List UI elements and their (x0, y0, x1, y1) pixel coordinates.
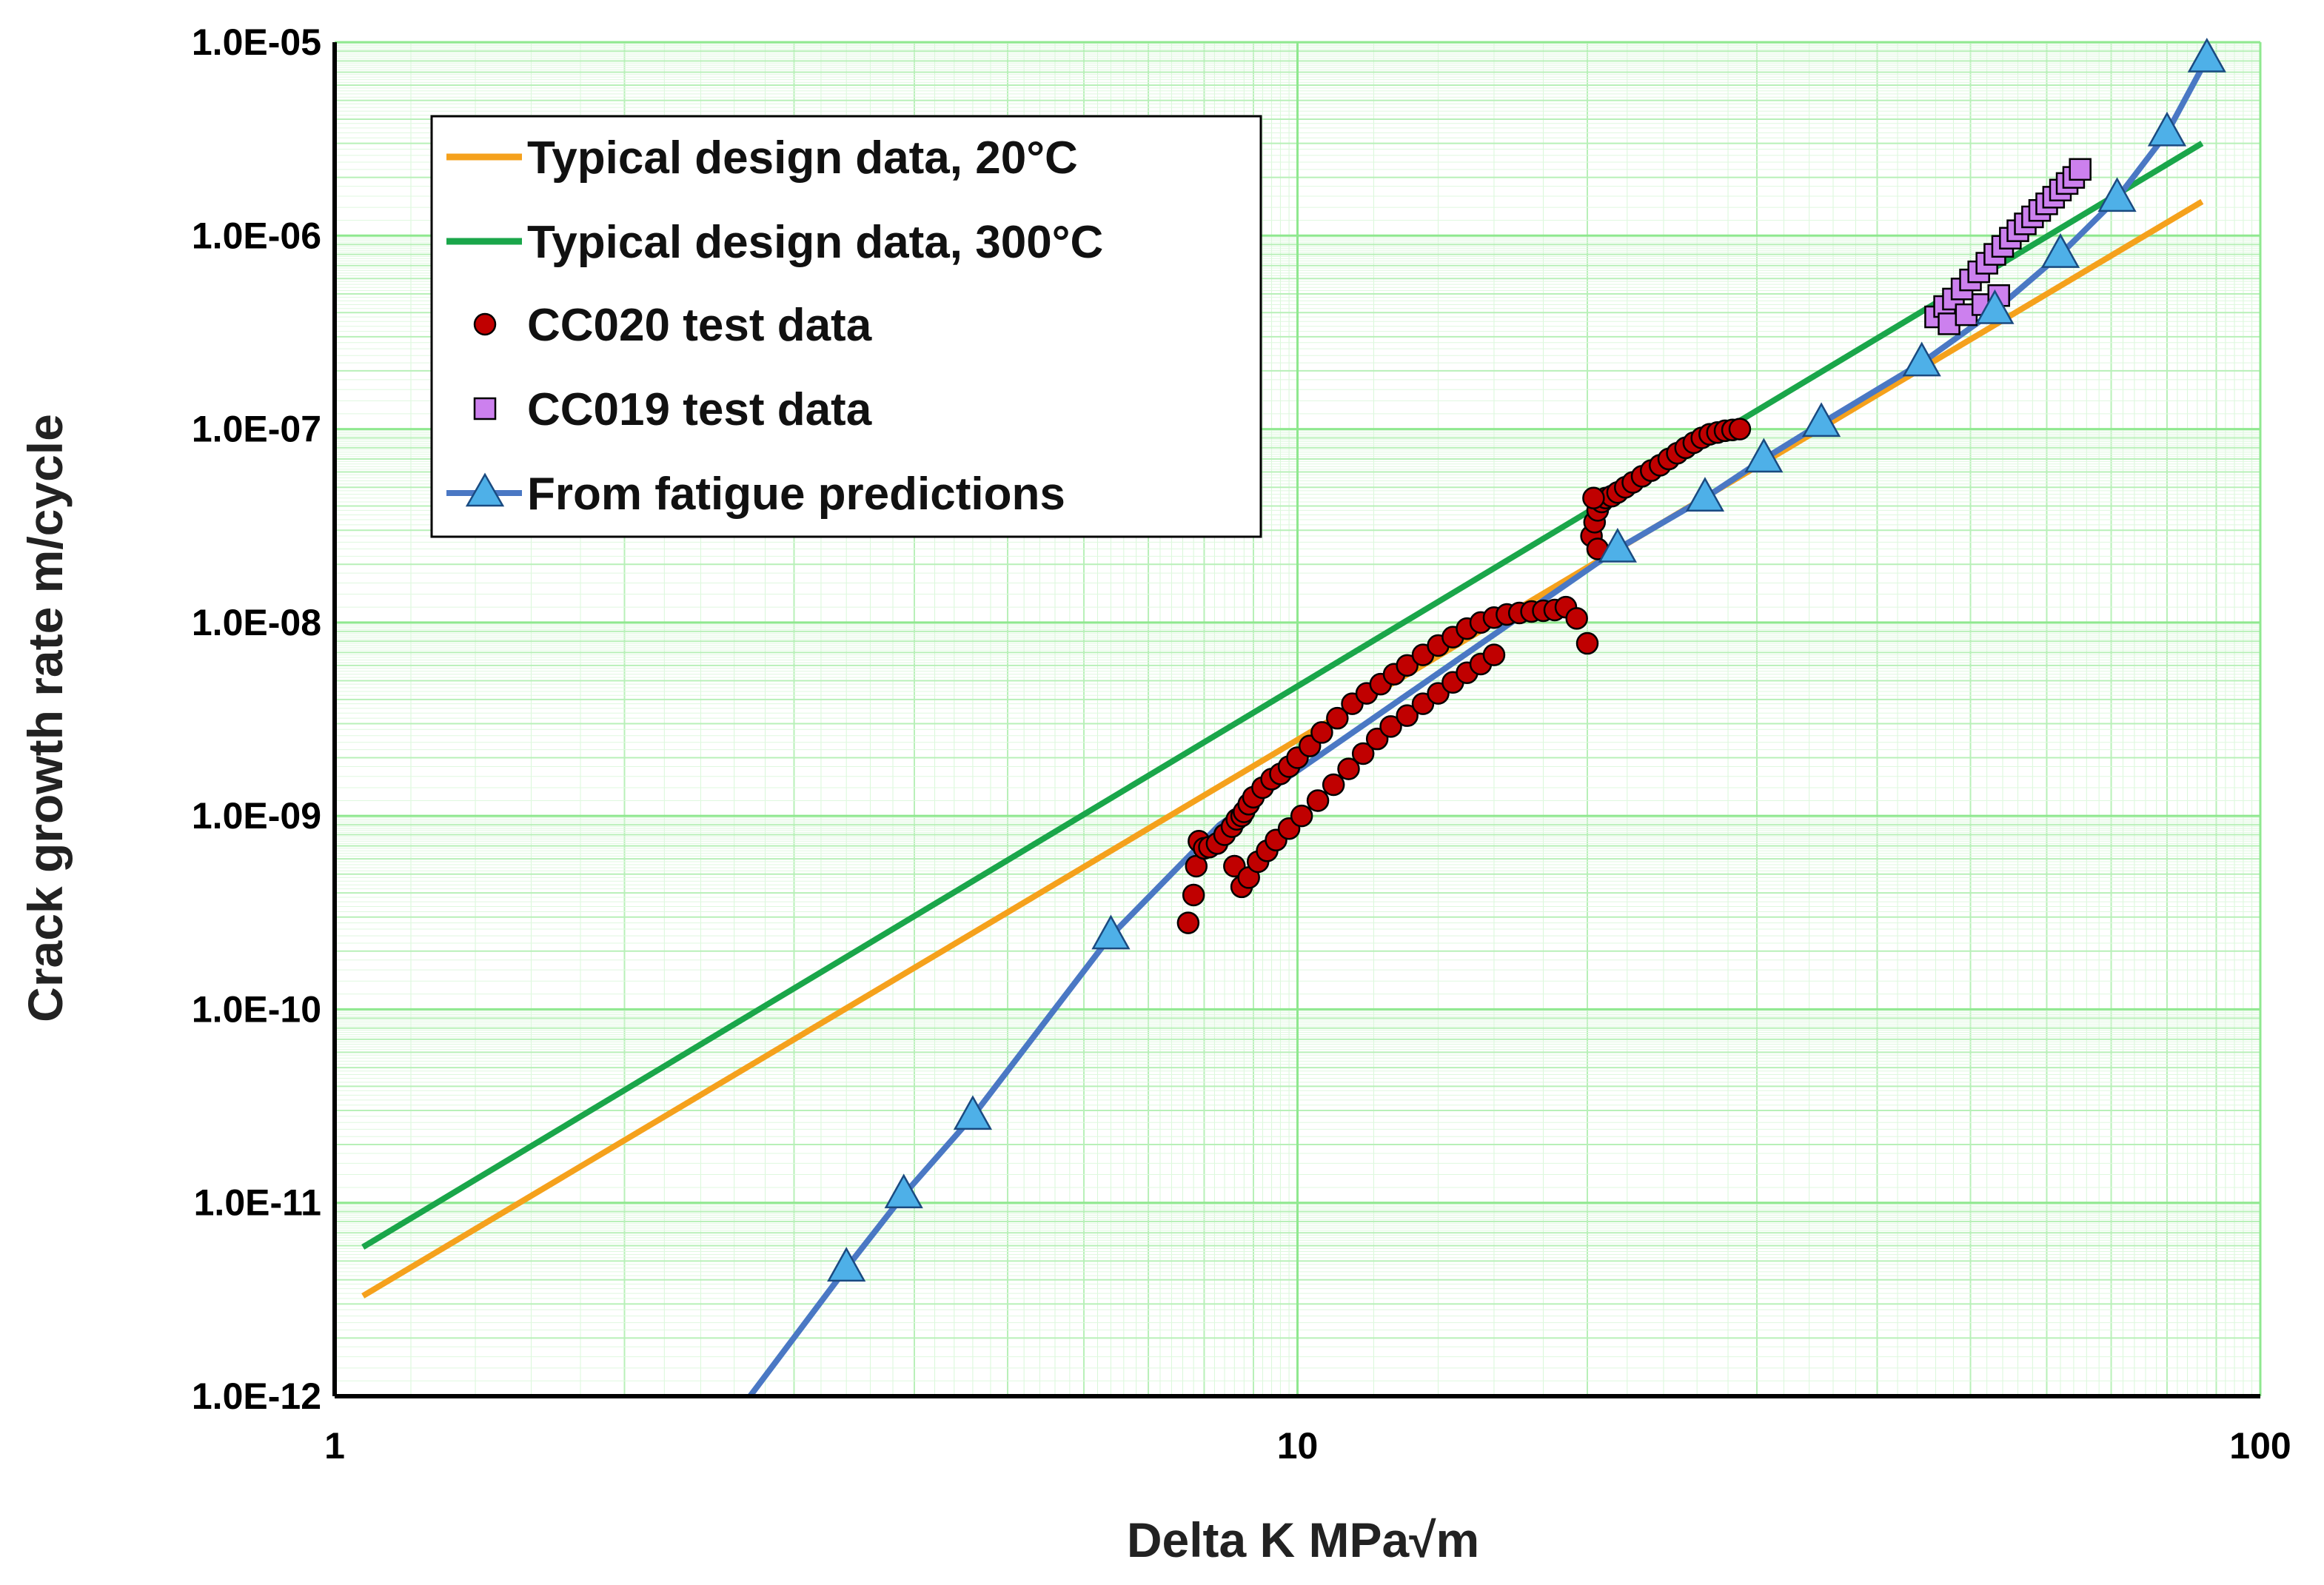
legend-label-design-20c: Typical design data, 20°C (527, 133, 1078, 184)
y-tick-label: 1.0E-07 (192, 409, 321, 450)
y-tick-label: 1.0E-10 (192, 988, 321, 1030)
cc020-point (1306, 789, 1330, 812)
fatigue-prediction-point (1091, 914, 1131, 950)
series-line-design-20c (361, 198, 2204, 1299)
fatigue-prediction-point (827, 1247, 866, 1282)
cc020-point (1351, 742, 1375, 765)
cc020-point (1290, 804, 1313, 828)
legend-marker-cc020 (473, 312, 497, 336)
legend-item-cc019: CC019 test data (473, 384, 872, 435)
cc020-point (1176, 911, 1200, 934)
x-tick-label: 10 (1277, 1425, 1319, 1467)
y-tick-label: 1.0E-11 (194, 1182, 321, 1224)
x-tick-label: 1 (324, 1425, 345, 1467)
series-layer (361, 37, 2226, 1398)
fatigue-prediction-point (2097, 177, 2137, 212)
tick-labels: 1 10 100 1.0E-12 1.0E-11 1.0E-10 1.0E-09 1.0E-0… (192, 21, 2291, 1467)
fatigue-prediction-point (953, 1095, 993, 1130)
legend-label-fatigue-predictions: From fatigue predictions (527, 469, 1065, 520)
legend: Typical design data, 20°C Typical design… (430, 115, 1262, 538)
legend-item-design-20c: Typical design data, 20°C (446, 133, 1078, 184)
fatigue-prediction-point (2147, 111, 2187, 147)
cc020-point (1182, 883, 1205, 907)
y-tick-label: 1.0E-05 (192, 21, 321, 63)
y-tick-label: 1.0E-08 (192, 602, 321, 643)
cc020-point (1396, 704, 1419, 727)
y-tick-label: 1.0E-09 (192, 795, 321, 837)
cc020-point (1396, 654, 1419, 677)
legend-label-cc019: CC019 test data (527, 384, 872, 435)
legend-item-design-300c: Typical design data, 300°C (446, 217, 1103, 268)
cc020-point (1411, 692, 1435, 715)
x-axis-title: Delta K MPa√m (1127, 1512, 1479, 1567)
fatigue-prediction-point (1598, 527, 1637, 563)
cc020-point (1326, 706, 1349, 730)
gridlines (333, 41, 2262, 1398)
legend-marker-cc019 (473, 397, 497, 420)
cc019-point (2069, 158, 2092, 181)
cc020-point (1379, 715, 1402, 738)
cc020-point (1575, 631, 1599, 655)
fatigue-prediction-point (1744, 438, 1784, 473)
cc020-point (1337, 757, 1360, 780)
cc020-point (1582, 486, 1605, 509)
legend-label-design-300c: Typical design data, 300°C (527, 217, 1103, 268)
axes (332, 42, 2260, 1398)
cc020-point (1310, 721, 1333, 744)
fatigue-prediction-point (1801, 402, 1841, 438)
series-line-fatigue-predictions (747, 57, 2210, 1398)
series-line-design-300c (361, 141, 2204, 1250)
cc020-point (1728, 418, 1752, 440)
legend-item-cc020: CC020 test data (473, 300, 872, 351)
y-tick-label: 1.0E-06 (192, 215, 321, 256)
fatigue-prediction-point (1975, 289, 2015, 324)
fatigue-prediction-point (1902, 341, 1941, 377)
fatigue-prediction-point (884, 1173, 923, 1209)
cc020-point (1565, 607, 1588, 630)
fatigue-prediction-point (2187, 37, 2226, 73)
fatigue-prediction-point (1685, 477, 1725, 512)
fatigue-prediction-point (2040, 233, 2080, 268)
y-tick-label: 1.0E-12 (192, 1375, 321, 1417)
y-axis-title: Crack growth rate m/cycle (18, 414, 73, 1022)
legend-item-fatigue-predictions: From fatigue predictions (446, 469, 1065, 520)
cc020-point (1482, 643, 1506, 666)
legend-marker-fatigue-predictions (465, 472, 505, 507)
legend-label-cc020: CC020 test data (527, 300, 872, 351)
legend-box (430, 115, 1262, 538)
x-tick-label: 100 (2229, 1425, 2291, 1467)
cc020-point (1322, 773, 1345, 797)
